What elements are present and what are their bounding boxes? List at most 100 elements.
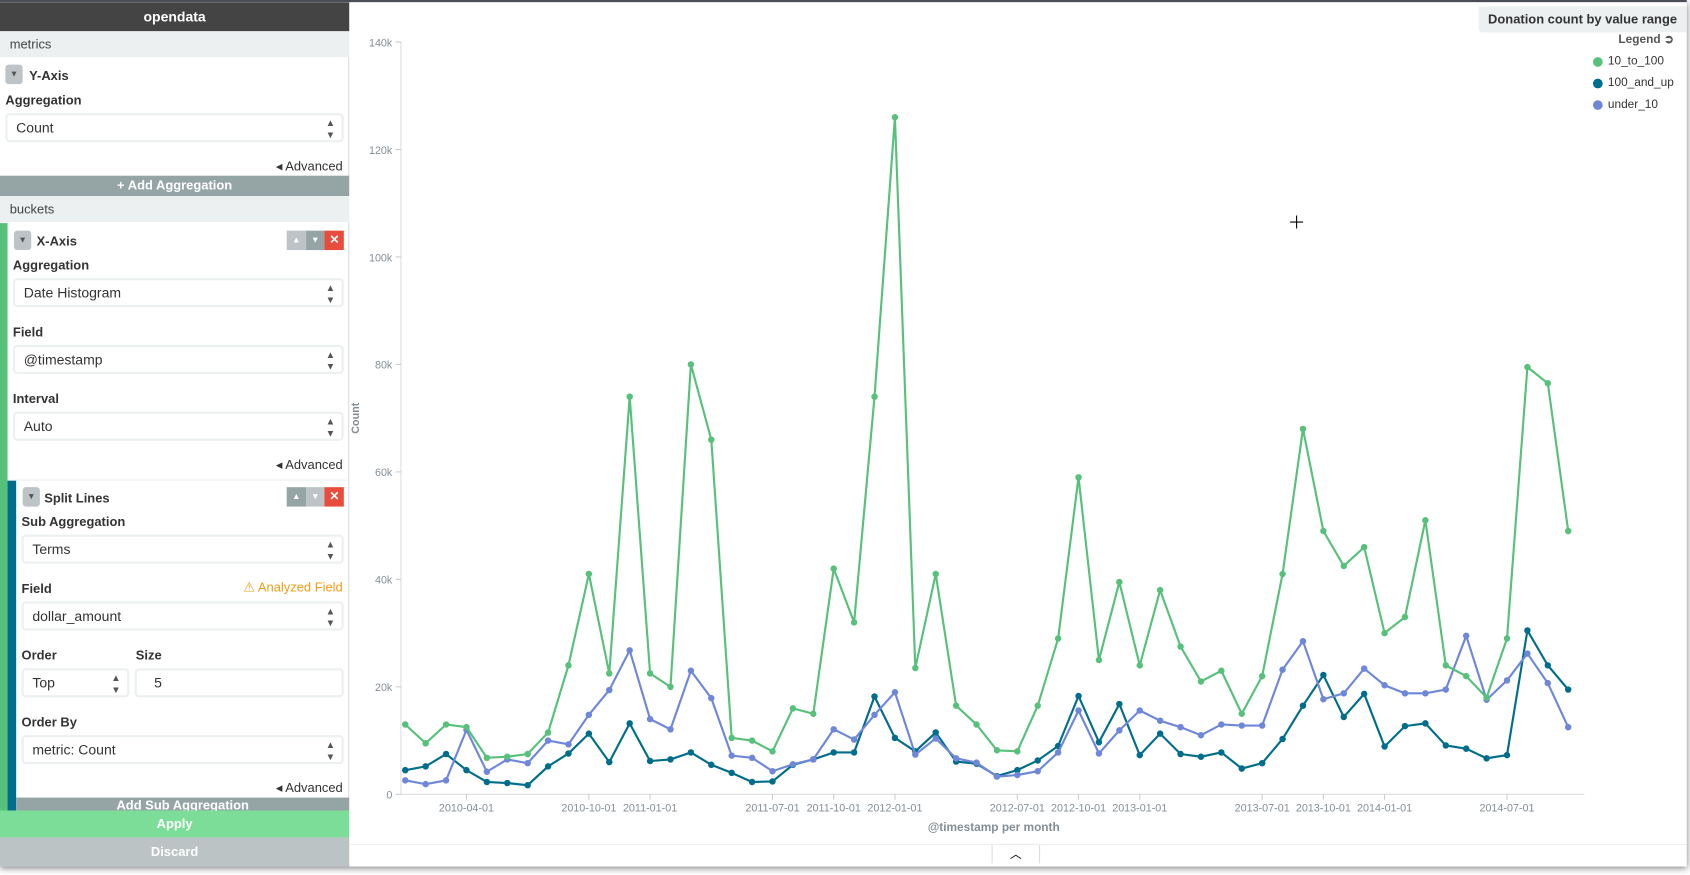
data-point-100_and_up[interactable] (1156, 730, 1164, 737)
data-point-under_10[interactable] (1360, 665, 1368, 672)
data-point-10_to_100[interactable] (891, 114, 899, 121)
data-point-10_to_100[interactable] (1218, 667, 1225, 674)
data-point-10_to_100[interactable] (1299, 425, 1307, 433)
data-point-under_10[interactable] (1075, 707, 1082, 714)
data-point-10_to_100[interactable] (1544, 380, 1552, 387)
data-point-under_10[interactable] (728, 752, 735, 759)
data-point-10_to_100[interactable] (912, 664, 919, 672)
split-advanced-link[interactable]: ◂ Advanced (275, 780, 343, 796)
data-point-100_and_up[interactable] (1136, 751, 1143, 759)
x-field-select[interactable]: @timestamp ▲ ▼ (12, 344, 344, 374)
data-point-under_10[interactable] (871, 711, 878, 719)
order-by-select[interactable]: metric: Count ▲ ▼ (21, 735, 344, 765)
data-point-100_and_up[interactable] (504, 779, 511, 787)
data-point-10_to_100[interactable] (585, 570, 593, 578)
data-point-100_and_up[interactable] (932, 729, 939, 736)
data-point-100_and_up[interactable] (1483, 755, 1490, 762)
collapse-split-lines-toggle[interactable]: ▼ (22, 487, 40, 507)
data-point-under_10[interactable] (1462, 632, 1470, 640)
data-point-under_10[interactable] (1544, 679, 1552, 687)
move-down-button[interactable]: ▼ (305, 230, 325, 251)
data-point-100_and_up[interactable] (626, 720, 633, 727)
data-point-100_and_up[interactable] (1034, 757, 1041, 764)
data-point-10_to_100[interactable] (932, 570, 939, 578)
data-point-under_10[interactable] (1095, 750, 1103, 757)
data-point-100_and_up[interactable] (687, 749, 695, 756)
data-point-100_and_up[interactable] (1401, 722, 1409, 730)
split-field-select[interactable]: dollar_amount ▲ ▼ (21, 601, 344, 631)
y-aggregation-select[interactable]: Count ▲ ▼ (5, 113, 344, 143)
data-point-100_and_up[interactable] (1340, 713, 1348, 721)
data-point-under_10[interactable] (1258, 722, 1266, 729)
apply-button[interactable]: Apply (0, 810, 350, 838)
data-point-10_to_100[interactable] (1381, 629, 1388, 637)
data-point-10_to_100[interactable] (1360, 543, 1368, 551)
data-point-under_10[interactable] (1299, 637, 1307, 645)
data-point-100_and_up[interactable] (1116, 700, 1123, 708)
data-point-10_to_100[interactable] (1442, 662, 1450, 669)
data-point-10_to_100[interactable] (1116, 578, 1123, 586)
data-point-10_to_100[interactable] (708, 436, 715, 443)
y-advanced-link[interactable]: ◂ Advanced (275, 158, 343, 174)
data-point-100_and_up[interactable] (748, 778, 756, 786)
data-point-under_10[interactable] (830, 726, 837, 733)
data-point-10_to_100[interactable] (626, 393, 633, 400)
data-point-10_to_100[interactable] (1054, 635, 1062, 642)
data-point-100_and_up[interactable] (728, 769, 735, 777)
data-point-10_to_100[interactable] (565, 662, 572, 669)
data-point-10_to_100[interactable] (483, 754, 491, 762)
data-point-10_to_100[interactable] (524, 750, 531, 758)
data-point-100_and_up[interactable] (1544, 662, 1552, 669)
data-point-10_to_100[interactable] (993, 747, 1001, 754)
data-point-under_10[interactable] (912, 751, 919, 758)
data-point-100_and_up[interactable] (1014, 766, 1021, 774)
data-point-under_10[interactable] (1156, 717, 1164, 724)
data-point-10_to_100[interactable] (504, 753, 511, 760)
data-point-100_and_up[interactable] (422, 763, 429, 770)
data-point-100_and_up[interactable] (667, 756, 674, 763)
data-point-100_and_up[interactable] (463, 766, 470, 774)
data-point-10_to_100[interactable] (1034, 702, 1041, 709)
data-point-under_10[interactable] (708, 694, 715, 702)
data-point-10_to_100[interactable] (463, 723, 470, 731)
data-point-10_to_100[interactable] (789, 705, 797, 712)
data-point-10_to_100[interactable] (871, 393, 878, 400)
data-point-under_10[interactable] (1320, 695, 1327, 703)
data-point-10_to_100[interactable] (1014, 748, 1021, 755)
data-point-10_to_100[interactable] (1422, 517, 1429, 524)
data-point-100_and_up[interactable] (1095, 738, 1103, 746)
size-input[interactable]: 5 (134, 668, 344, 698)
data-point-10_to_100[interactable] (1258, 672, 1266, 680)
data-point-under_10[interactable] (1054, 749, 1062, 756)
order-select[interactable]: Top ▲ ▼ (21, 668, 130, 698)
data-point-under_10[interactable] (1034, 767, 1041, 775)
data-point-100_and_up[interactable] (1299, 702, 1307, 709)
data-point-under_10[interactable] (850, 736, 858, 743)
data-point-under_10[interactable] (1442, 686, 1450, 693)
data-point-10_to_100[interactable] (1462, 672, 1470, 680)
data-point-under_10[interactable] (544, 737, 552, 744)
data-point-10_to_100[interactable] (1503, 635, 1511, 642)
data-point-under_10[interactable] (1238, 722, 1245, 729)
data-point-10_to_100[interactable] (769, 748, 776, 755)
data-point-under_10[interactable] (524, 759, 531, 767)
data-point-10_to_100[interactable] (606, 670, 613, 677)
legend-item[interactable]: 10_to_100 (1592, 51, 1674, 73)
data-point-100_and_up[interactable] (565, 750, 572, 757)
data-point-under_10[interactable] (402, 777, 409, 784)
data-point-10_to_100[interactable] (1136, 662, 1143, 669)
data-point-100_and_up[interactable] (585, 730, 593, 737)
data-point-under_10[interactable] (1503, 677, 1511, 684)
data-point-under_10[interactable] (483, 768, 491, 776)
data-point-100_and_up[interactable] (1320, 671, 1327, 679)
data-point-10_to_100[interactable] (850, 619, 858, 626)
data-point-under_10[interactable] (667, 726, 674, 733)
collapse-x-axis-toggle[interactable]: ▼ (14, 230, 32, 251)
data-point-under_10[interactable] (993, 773, 1001, 780)
data-point-100_and_up[interactable] (830, 749, 837, 756)
legend-toggle[interactable]: Legend ➲ (1593, 32, 1673, 46)
data-point-100_and_up[interactable] (891, 734, 899, 742)
data-point-10_to_100[interactable] (1095, 656, 1103, 664)
data-point-under_10[interactable] (1381, 682, 1388, 689)
move-up-button[interactable]: ▲ (286, 230, 306, 251)
